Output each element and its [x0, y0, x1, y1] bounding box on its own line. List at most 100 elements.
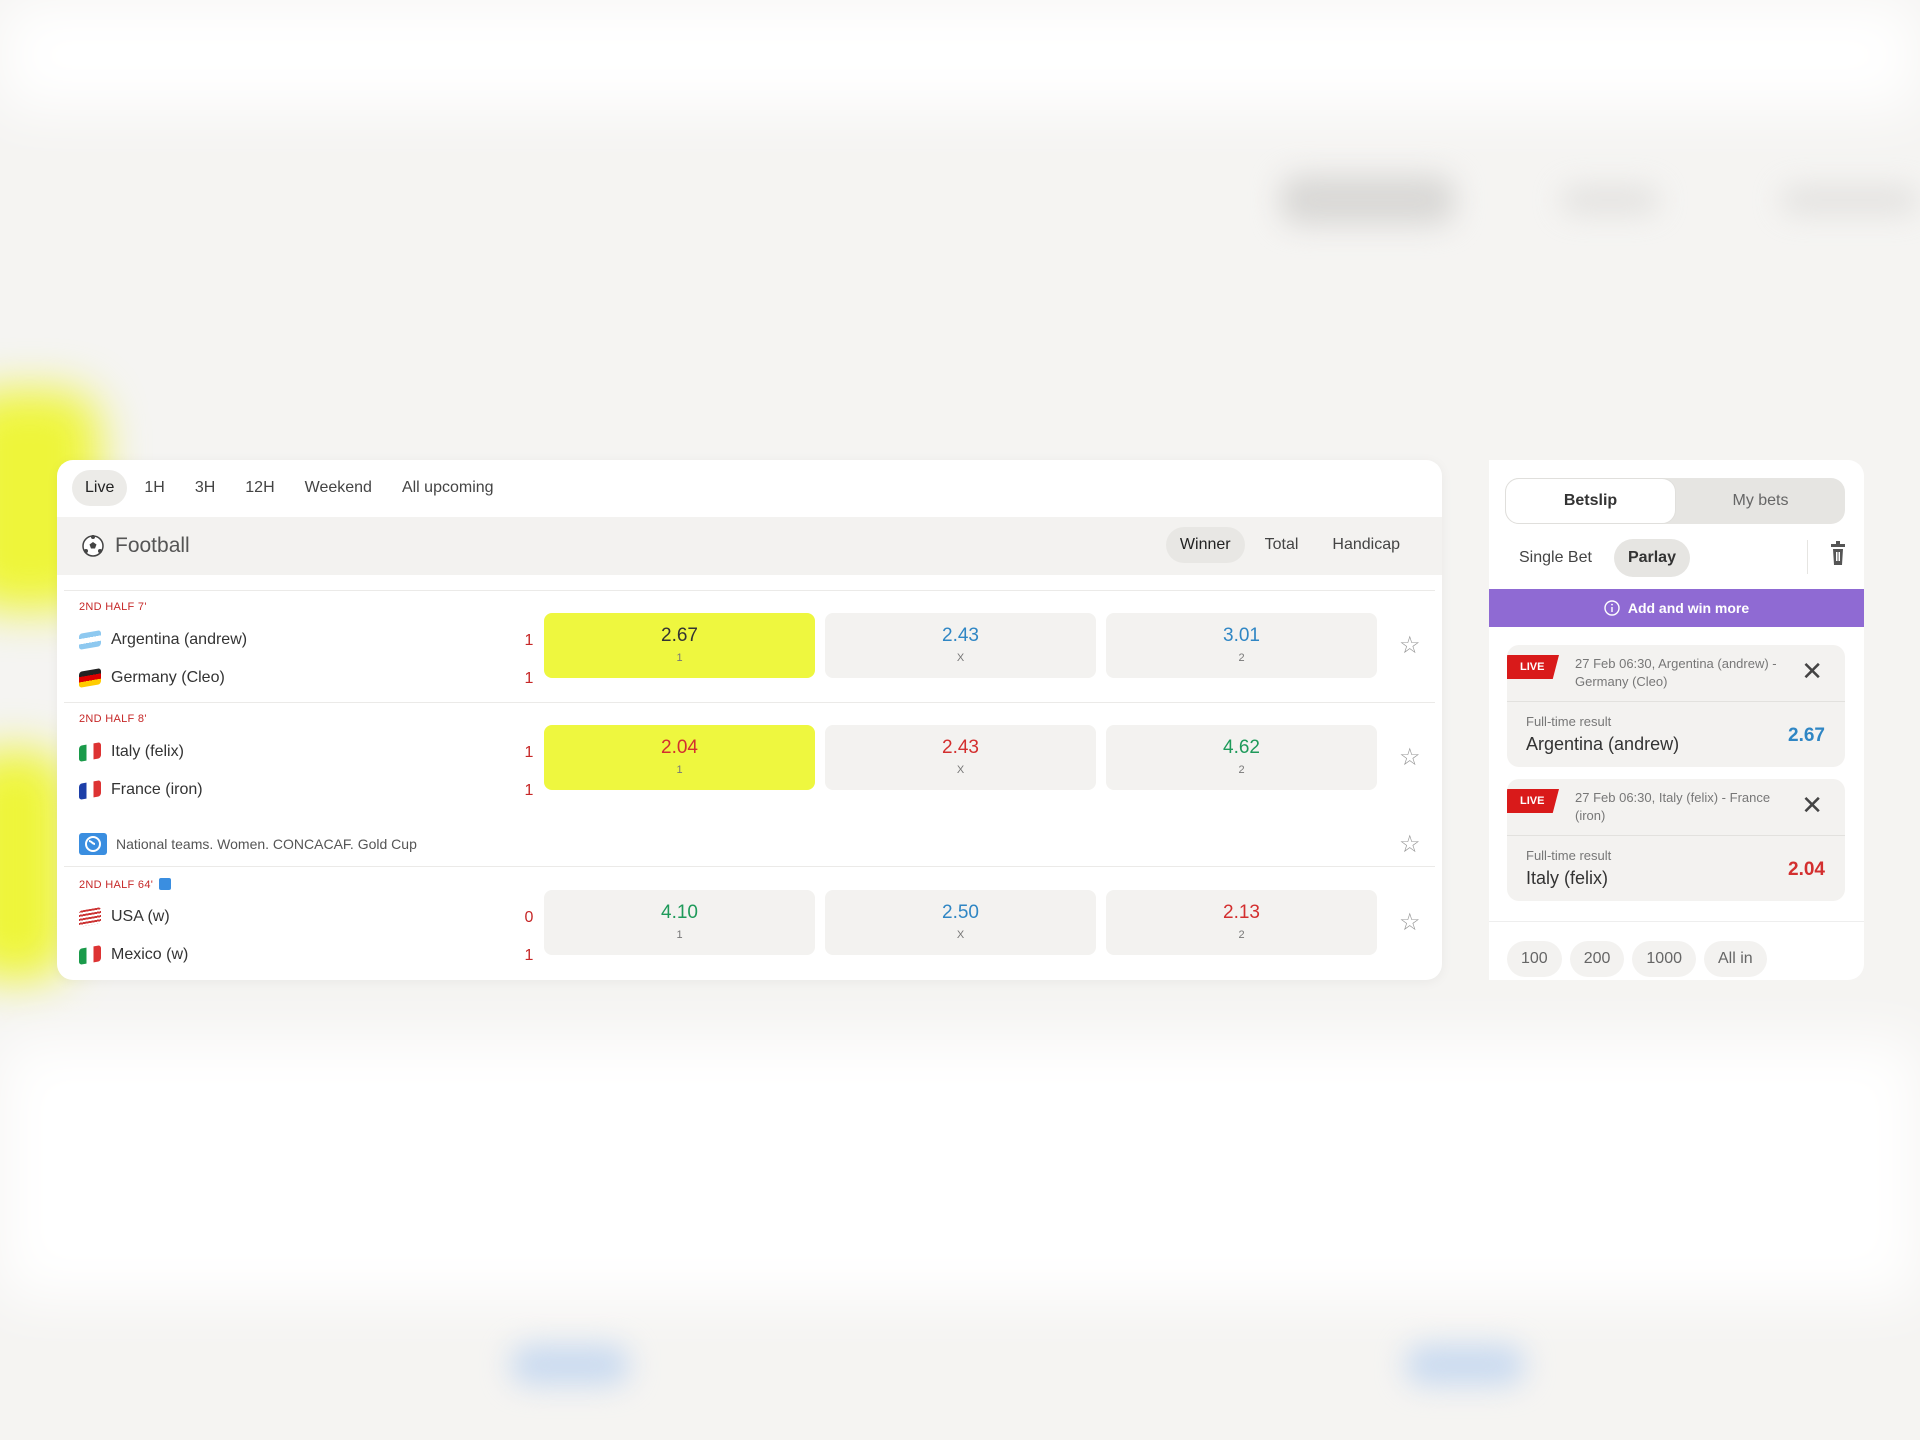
selection-header: LIVE 27 Feb 06:30, Argentina (andrew) - G… [1507, 645, 1845, 702]
flag-icon [79, 630, 101, 650]
team-name: Argentina (andrew) [111, 631, 248, 648]
match-row: 2ND HALF 7' Argentina (andrew) 1 Germany (C… [64, 590, 1435, 698]
flag-icon [79, 780, 101, 800]
stake-chip[interactable]: 1000 [1632, 941, 1696, 977]
market-tab-total[interactable]: Total [1264, 536, 1299, 553]
home-team: Argentina (andrew) [79, 630, 248, 650]
selection-odds: 2.67 [1788, 725, 1825, 746]
stream-icon[interactable] [159, 878, 172, 890]
stake-chip[interactable]: All in [1704, 941, 1767, 977]
period-text: 2ND HALF 8' [79, 713, 147, 725]
odds-button-2[interactable]: 3.01 2 [1106, 613, 1377, 678]
home-team: USA (w) [79, 907, 170, 927]
live-badge: LIVE [1507, 655, 1559, 679]
betslip-tab-betslip[interactable]: Betslip [1505, 478, 1676, 524]
blurred-header-button [1280, 175, 1455, 225]
betslip-tab-my-bets[interactable]: My bets [1732, 492, 1789, 509]
stake-chip[interactable]: 100 [1507, 941, 1562, 977]
market-tab-handicap[interactable]: Handicap [1332, 536, 1400, 553]
time-filter-tabs: Live 1H 3H 12H Weekend All upcoming [72, 470, 507, 506]
match-row: 2ND HALF 64' USA (w) 0 Mexico (w) 1 4.10 1 2.50… [64, 868, 1435, 976]
favorite-star-icon[interactable]: ☆ [1399, 831, 1421, 858]
outcome-label: 2 [1238, 929, 1245, 941]
promo-text: Add and win more [1627, 600, 1750, 616]
away-score: 1 [524, 782, 534, 799]
outcome-label: 1 [676, 764, 683, 776]
odds-value: 4.62 [1223, 737, 1260, 758]
tab-weekend[interactable]: Weekend [304, 479, 372, 496]
flag-icon [79, 945, 101, 965]
outcome-label: X [956, 652, 965, 664]
odds-value: 2.43 [942, 737, 979, 758]
odds-value: 2.13 [1223, 902, 1260, 923]
info-icon [1604, 600, 1620, 616]
close-icon[interactable]: ✕ [1801, 656, 1823, 686]
favorite-star-icon[interactable]: ☆ [1399, 744, 1421, 771]
outcome-label: X [956, 764, 965, 776]
odds-value: 2.04 [661, 737, 698, 758]
blurred-header-link [1780, 185, 1920, 215]
odds-button-2[interactable]: 2.13 2 [1106, 890, 1377, 955]
period-text: 2ND HALF 64' [79, 879, 154, 891]
team-name: USA (w) [111, 908, 170, 925]
selection-pick: Italy (felix) [1526, 868, 1609, 888]
close-icon[interactable]: ✕ [1801, 790, 1823, 820]
odds-value: 4.10 [661, 902, 698, 923]
stake-presets: 100 200 1000 All in [1489, 921, 1864, 980]
betslip-selection: LIVE 27 Feb 06:30, Argentina (andrew) - G… [1507, 645, 1845, 767]
odds-button-x[interactable]: 2.43 X [825, 613, 1096, 678]
odds-button-x[interactable]: 2.43 X [825, 725, 1096, 790]
stake-chip[interactable]: 200 [1569, 941, 1625, 977]
match-row: 2ND HALF 8' Italy (felix) 1 France (iron) 1 2… [64, 702, 1435, 810]
team-name: France (iron) [111, 781, 203, 798]
soccer-ball-icon [82, 535, 104, 557]
odds-value: 2.67 [661, 625, 698, 646]
flag-icon [79, 742, 101, 762]
events-panel: Live 1H 3H 12H Weekend All upcoming Football … [57, 460, 1442, 980]
outcome-label: X [956, 929, 965, 941]
market-tabs: Winner Total Handicap [1165, 527, 1414, 563]
match-period: 2ND HALF 64' [79, 878, 172, 891]
home-score: 0 [524, 909, 534, 926]
odds-button-1[interactable]: 2.67 1 [544, 613, 815, 678]
mode-single-bet[interactable]: Single Bet [1519, 549, 1592, 566]
home-team: Italy (felix) [79, 742, 184, 762]
tab-all-upcoming[interactable]: All upcoming [401, 479, 494, 496]
selection-event: 27 Feb 06:30, Argentina (andrew) - Germa… [1575, 656, 1777, 689]
promo-banner[interactable]: Add and win more [1489, 589, 1864, 627]
odds-button-x[interactable]: 2.50 X [825, 890, 1096, 955]
league-name: National teams. Women. CONCACAF. Gold Cu… [116, 836, 417, 852]
odds-value: 2.50 [942, 902, 979, 923]
odds-button-1[interactable]: 4.10 1 [544, 890, 815, 955]
home-score: 1 [524, 632, 534, 649]
blurred-header-link [1560, 185, 1660, 215]
betslip-tabs: Betslip My bets [1505, 478, 1845, 524]
tab-3h[interactable]: 3H [194, 479, 216, 496]
favorite-star-icon[interactable]: ☆ [1399, 909, 1421, 936]
league-header[interactable]: National teams. Women. CONCACAF. Gold Cu… [64, 822, 1435, 867]
sport-header: Football Winner Total Handicap [57, 517, 1442, 575]
selection-odds: 2.04 [1788, 859, 1825, 880]
match-period: 2ND HALF 7' [79, 601, 147, 613]
outcome-label: 2 [1238, 764, 1245, 776]
sport-title: Football [115, 534, 190, 557]
market-tab-winner[interactable]: Winner [1165, 527, 1245, 563]
away-team: France (iron) [79, 780, 203, 800]
away-team: Mexico (w) [79, 945, 188, 965]
blurred-header [0, 0, 1920, 110]
tab-1h[interactable]: 1H [144, 479, 165, 496]
away-team: Germany (Cleo) [79, 668, 225, 688]
blurred-button [510, 1345, 630, 1385]
selection-market: Full-time result [1526, 714, 1612, 729]
live-badge: LIVE [1507, 789, 1559, 813]
mode-parlay[interactable]: Parlay [1613, 539, 1690, 577]
trash-icon[interactable] [1807, 540, 1846, 574]
tab-live[interactable]: Live [72, 470, 128, 506]
tab-12h[interactable]: 12H [245, 479, 275, 496]
odds-button-2[interactable]: 4.62 2 [1106, 725, 1377, 790]
odds-button-1[interactable]: 2.04 1 [544, 725, 815, 790]
odds-value: 3.01 [1223, 625, 1260, 646]
favorite-star-icon[interactable]: ☆ [1399, 632, 1421, 659]
blurred-footer [0, 1040, 1920, 1300]
betslip-selection: LIVE 27 Feb 06:30, Italy (felix) - France… [1507, 779, 1845, 901]
